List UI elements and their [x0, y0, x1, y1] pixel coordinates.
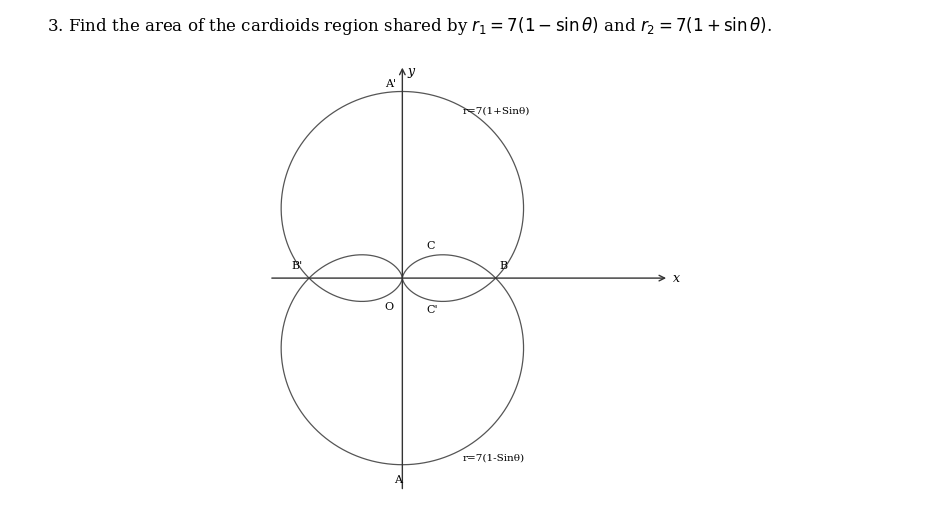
Text: A': A'	[385, 79, 396, 89]
Text: 3. Find the area of the cardioids region shared by $r_1 = 7(1 - \sin\theta)$ and: 3. Find the area of the cardioids region…	[47, 15, 772, 38]
Text: B': B'	[291, 262, 302, 271]
Text: x: x	[673, 271, 680, 285]
Text: r=7(1+Sinθ): r=7(1+Sinθ)	[462, 107, 530, 116]
Text: A: A	[394, 475, 402, 485]
Text: y: y	[408, 65, 415, 78]
Text: O: O	[385, 302, 394, 312]
Text: C': C'	[427, 305, 438, 315]
Text: B: B	[500, 262, 507, 271]
Text: C: C	[427, 242, 435, 251]
Text: r=7(1-Sinθ): r=7(1-Sinθ)	[462, 454, 524, 462]
